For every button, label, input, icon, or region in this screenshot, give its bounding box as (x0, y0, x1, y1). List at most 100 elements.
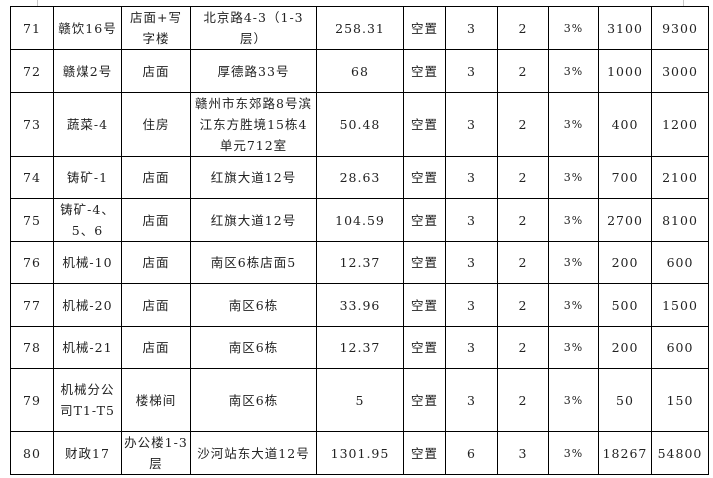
area-cell: 50.48 (316, 92, 404, 157)
value-2-cell: 2 (497, 198, 549, 242)
price-cell: 50 (598, 368, 652, 432)
property-type-cell: 店面 (121, 49, 191, 93)
status-cell: 空置 (403, 156, 446, 199)
table-row: 78 机械-21 店面 南区6栋 12.37 空置 3 2 3% 200 600 (10, 326, 709, 369)
price-cell: 700 (598, 156, 652, 199)
total-cell: 1500 (651, 283, 709, 327)
address-cell: 赣州市东郊路8号滨江东方胜境15栋4单元712室 (190, 92, 317, 157)
total-cell: 3000 (651, 49, 709, 93)
page-corner-mark (37, 0, 38, 6)
table-row: 73 蔬菜-4 住房 赣州市东郊路8号滨江东方胜境15栋4单元712室 50.48 空置 3… (10, 92, 709, 157)
status-cell: 空置 (403, 368, 446, 432)
row-number-cell: 78 (10, 326, 54, 369)
page-corner-mark (683, 0, 684, 6)
property-name-cell: 蔬菜-4 (53, 92, 122, 157)
status-cell: 空置 (403, 6, 446, 50)
status-cell: 空置 (403, 326, 446, 369)
rate-cell: 3% (548, 431, 599, 475)
rate-cell: 3% (548, 326, 599, 369)
total-cell: 600 (651, 241, 709, 284)
value-1-cell: 3 (445, 198, 498, 242)
address-cell: 沙河站东大道12号 (190, 431, 317, 475)
value-2-cell: 2 (497, 6, 549, 50)
area-cell: 28.63 (316, 156, 404, 199)
value-2-cell: 2 (497, 368, 549, 432)
row-number-cell: 76 (10, 241, 54, 284)
property-type-cell: 店面+写字楼 (121, 6, 191, 50)
table-row: 72 赣煤2号 店面 厚德路33号 68 空置 3 2 3% 1000 3000 (10, 49, 709, 93)
property-type-cell: 店面 (121, 283, 191, 327)
total-cell: 600 (651, 326, 709, 369)
address-cell: 南区6栋店面5 (190, 241, 317, 284)
property-type-cell: 办公楼1-3层 (121, 431, 191, 475)
row-number-cell: 80 (10, 431, 54, 475)
status-cell: 空置 (403, 92, 446, 157)
table-row: 71 赣饮16号 店面+写字楼 北京路4-3（1-3层） 258.31 空置 3 2 3% 310… (10, 6, 709, 50)
value-1-cell: 6 (445, 431, 498, 475)
status-cell: 空置 (403, 431, 446, 475)
address-cell: 厚德路33号 (190, 49, 317, 93)
total-cell: 8100 (651, 198, 709, 242)
address-cell: 红旗大道12号 (190, 198, 317, 242)
value-1-cell: 3 (445, 156, 498, 199)
value-2-cell: 3 (497, 431, 549, 475)
value-1-cell: 3 (445, 283, 498, 327)
rate-cell: 3% (548, 368, 599, 432)
value-2-cell: 2 (497, 283, 549, 327)
property-name-cell: 铸矿-4、5、6 (53, 198, 122, 242)
property-name-cell: 财政17 (53, 431, 122, 475)
row-number-cell: 75 (10, 198, 54, 242)
area-cell: 104.59 (316, 198, 404, 242)
rate-cell: 3% (548, 49, 599, 93)
rate-cell: 3% (548, 92, 599, 157)
row-number-cell: 79 (10, 368, 54, 432)
value-2-cell: 2 (497, 156, 549, 199)
price-cell: 400 (598, 92, 652, 157)
area-cell: 258.31 (316, 6, 404, 50)
price-cell: 18267 (598, 431, 652, 475)
property-name-cell: 赣煤2号 (53, 49, 122, 93)
address-cell: 北京路4-3（1-3层） (190, 6, 317, 50)
property-type-cell: 店面 (121, 326, 191, 369)
table-row: 76 机械-10 店面 南区6栋店面5 12.37 空置 3 2 3% 200 600 (10, 241, 709, 284)
row-number-cell: 74 (10, 156, 54, 199)
address-cell: 南区6栋 (190, 368, 317, 432)
value-1-cell: 3 (445, 368, 498, 432)
status-cell: 空置 (403, 49, 446, 93)
price-cell: 1000 (598, 49, 652, 93)
table-row: 80 财政17 办公楼1-3层 沙河站东大道12号 1301.95 空置 6 3 3% 18267… (10, 431, 709, 475)
area-cell: 33.96 (316, 283, 404, 327)
value-1-cell: 3 (445, 92, 498, 157)
rate-cell: 3% (548, 198, 599, 242)
value-2-cell: 2 (497, 241, 549, 284)
address-cell: 南区6栋 (190, 283, 317, 327)
property-type-cell: 店面 (121, 241, 191, 284)
table-row: 77 机械-20 店面 南区6栋 33.96 空置 3 2 3% 500 1500 (10, 283, 709, 327)
property-name-cell: 机械-10 (53, 241, 122, 284)
address-cell: 南区6栋 (190, 326, 317, 369)
value-1-cell: 3 (445, 6, 498, 50)
row-number-cell: 72 (10, 49, 54, 93)
value-1-cell: 3 (445, 326, 498, 369)
price-cell: 200 (598, 241, 652, 284)
area-cell: 12.37 (316, 326, 404, 369)
total-cell: 9300 (651, 6, 709, 50)
total-cell: 150 (651, 368, 709, 432)
price-cell: 200 (598, 326, 652, 369)
value-2-cell: 2 (497, 326, 549, 369)
status-cell: 空置 (403, 198, 446, 242)
property-name-cell: 机械-20 (53, 283, 122, 327)
address-cell: 红旗大道12号 (190, 156, 317, 199)
rate-cell: 3% (548, 6, 599, 50)
property-type-cell: 住房 (121, 92, 191, 157)
property-name-cell: 机械分公司T1-T5 (53, 368, 122, 432)
row-number-cell: 73 (10, 92, 54, 157)
value-1-cell: 3 (445, 49, 498, 93)
property-name-cell: 机械-21 (53, 326, 122, 369)
value-2-cell: 2 (497, 92, 549, 157)
property-name-cell: 铸矿-1 (53, 156, 122, 199)
rate-cell: 3% (548, 283, 599, 327)
property-type-cell: 店面 (121, 198, 191, 242)
property-name-cell: 赣饮16号 (53, 6, 122, 50)
table-row: 79 机械分公司T1-T5 楼梯间 南区6栋 5 空置 3 2 3% 50 150 (10, 368, 709, 432)
